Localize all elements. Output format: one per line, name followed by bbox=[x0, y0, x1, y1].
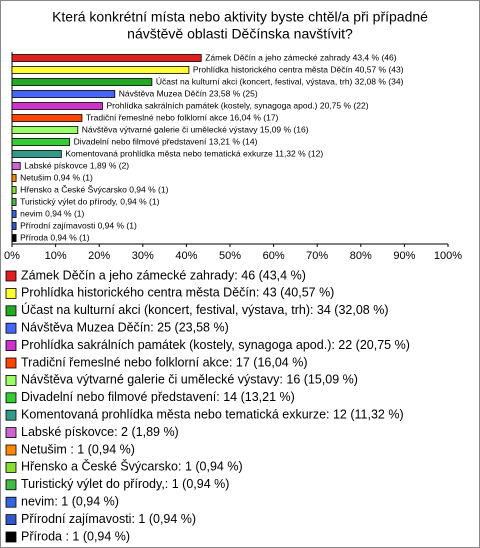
bar-label: Netušim 0,94 % (1) bbox=[20, 172, 93, 182]
legend-swatch bbox=[5, 531, 17, 543]
x-tick-label: 70% bbox=[306, 250, 328, 262]
legend-label: Divadelní nebo filmové představení: 14 (… bbox=[21, 390, 295, 404]
legend-swatch bbox=[5, 479, 17, 491]
bar-label: Tradiční řemeslné nebo folklorní akce 16… bbox=[86, 112, 279, 122]
bar bbox=[11, 162, 21, 170]
x-tick-label: 40% bbox=[175, 250, 197, 262]
bar-label: Účast na kulturní akci (koncert, festiva… bbox=[156, 76, 404, 86]
bar bbox=[11, 234, 17, 242]
bar bbox=[11, 210, 17, 218]
x-tick-label: 90% bbox=[393, 250, 415, 262]
legend-label: Turistický výlet do přírody,: 1 (0,94 %) bbox=[21, 477, 229, 491]
legend-swatch bbox=[5, 496, 17, 508]
bar bbox=[11, 222, 17, 230]
chart-title: návštěvě oblasti Děčínska navštívit? bbox=[127, 26, 353, 42]
legend-label: Zámek Děčín a jeho zámecké zahrady: 46 (… bbox=[21, 268, 306, 282]
bar bbox=[11, 138, 70, 146]
bar-label: Příroda 0,94 % (1) bbox=[20, 232, 90, 242]
legend-swatch bbox=[5, 322, 17, 334]
bar-label: Zámek Děčín a jeho zámecké zahrady 43,4 … bbox=[205, 52, 397, 62]
bar-label: Hřensko a České Švýcarsko 0,94 % (1) bbox=[20, 184, 169, 194]
legend-label: Hřensko a České Švýcarsko: 1 (0,94 %) bbox=[21, 459, 243, 474]
legend-swatch bbox=[5, 287, 17, 299]
x-tick-label: 0% bbox=[4, 250, 20, 262]
legend-label: Návštěva Muzea Děčín: 25 (23,58 %) bbox=[21, 320, 229, 334]
x-tick-label: 50% bbox=[219, 250, 241, 262]
legend-label: Účast na kulturní akci (koncert, festiva… bbox=[21, 302, 389, 317]
legend-label: Netušim : 1 (0,94 %) bbox=[21, 442, 135, 456]
x-tick-label: 100% bbox=[434, 250, 462, 262]
chart-title: Která konkrétní místa nebo aktivity byst… bbox=[52, 9, 428, 25]
legend-swatch bbox=[5, 427, 17, 439]
legend-swatch bbox=[5, 461, 17, 473]
bar-label: Prohlídka sakrálních památek (kostely, s… bbox=[106, 100, 368, 110]
legend-swatch bbox=[5, 270, 17, 282]
bar bbox=[11, 150, 62, 158]
x-tick-label: 10% bbox=[45, 250, 67, 262]
legend-swatch bbox=[5, 357, 17, 369]
legend-swatch bbox=[5, 392, 17, 404]
legend-label: Tradiční řemeslné nebo folklorní akce: 1… bbox=[21, 355, 308, 369]
legend-label: Komentovaná prohlídka města nebo tematic… bbox=[21, 407, 404, 421]
bar bbox=[11, 198, 17, 206]
bar bbox=[11, 66, 190, 74]
x-tick-label: 80% bbox=[350, 250, 372, 262]
legend-label: Labské pískovce: 2 (1,89 %) bbox=[21, 425, 179, 439]
bar-label: Návštěva Muzea Děčín 23,58 % (25) bbox=[119, 88, 258, 98]
legend-swatch bbox=[5, 374, 17, 386]
bar bbox=[11, 186, 17, 194]
bar bbox=[11, 102, 103, 110]
legend-swatch bbox=[5, 340, 17, 352]
legend-swatch bbox=[5, 444, 17, 456]
legend-label: Přírodní zajímavosti: 1 (0,94 %) bbox=[21, 512, 196, 526]
bar-label: Prohlídka historického centra města Děčí… bbox=[193, 64, 404, 74]
bar-label: Divadelní nebo filmové představení 13,21… bbox=[74, 136, 258, 146]
bar-label: nevim 0,94 % (1) bbox=[20, 208, 84, 218]
bar bbox=[11, 126, 79, 134]
legend-label: Prohlídka historického centra města Děčí… bbox=[21, 286, 334, 300]
legend-label: Příroda : 1 (0,94 %) bbox=[21, 529, 130, 543]
bar-label: Návštěva výtvarné galerie či umělecké vý… bbox=[82, 124, 309, 134]
legend-label: nevim: 1 (0,94 %) bbox=[21, 494, 119, 508]
bar bbox=[11, 174, 17, 182]
legend-swatch bbox=[5, 514, 17, 525]
bar bbox=[11, 78, 153, 86]
bar-label: Labské pískovce 1,89 % (2) bbox=[24, 160, 129, 170]
bar-label: Komentovaná prohlídka města nebo tematic… bbox=[65, 148, 323, 158]
legend-swatch bbox=[5, 409, 17, 421]
legend-label: Prohlídka sakrálních památek (kostely, s… bbox=[21, 338, 410, 352]
bar bbox=[11, 114, 83, 122]
x-tick-label: 20% bbox=[88, 250, 110, 262]
bar bbox=[11, 54, 202, 62]
bar-label: Turistický výlet do přírody, 0,94 % (1) bbox=[20, 196, 160, 206]
bar-label: Přírodní zajímavosti 0,94 % (1) bbox=[20, 220, 137, 230]
x-tick-label: 30% bbox=[132, 250, 154, 262]
legend-swatch bbox=[5, 305, 17, 317]
legend-label: Návštěva výtvarné galerie či umělecké vý… bbox=[21, 373, 358, 387]
bar bbox=[11, 90, 116, 98]
x-tick-label: 60% bbox=[263, 250, 285, 262]
